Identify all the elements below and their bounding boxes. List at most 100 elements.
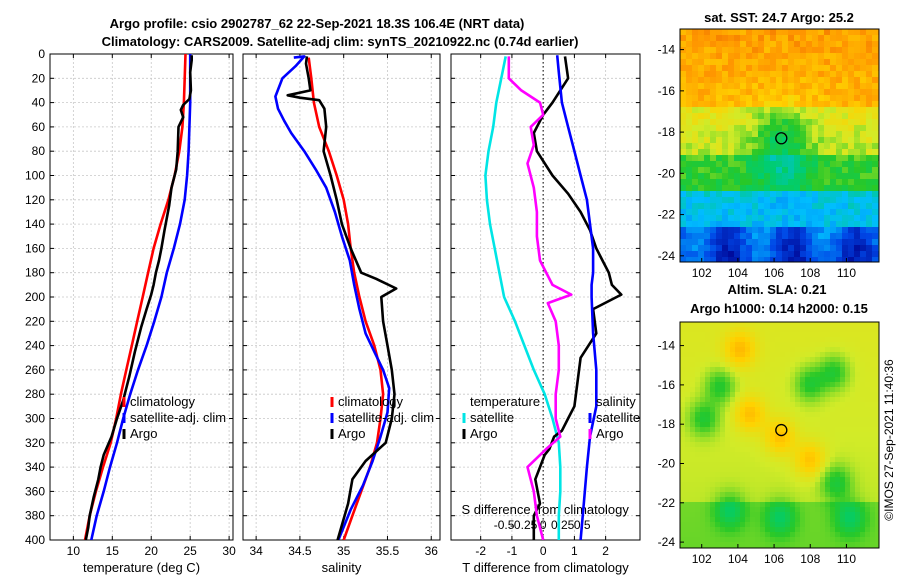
sla-map-cell <box>735 342 741 348</box>
sla-map-cell <box>850 502 856 508</box>
sla-map-cell <box>825 382 831 388</box>
sst-map-cell <box>704 257 711 263</box>
sla-map-cell <box>690 512 696 518</box>
sst-map-cell <box>752 47 759 54</box>
sst-map-cell <box>830 161 837 168</box>
sst-map-cell <box>782 239 789 246</box>
sst-map-cell <box>854 251 861 258</box>
sla-map-cell <box>710 372 716 378</box>
sla-map-cell <box>855 422 861 428</box>
sla-map-cell <box>825 512 831 518</box>
sla-map-cell <box>865 537 871 543</box>
sla-map-cell <box>760 357 766 363</box>
sst-map-cell <box>824 83 831 90</box>
sla-map-cell <box>870 542 876 548</box>
sst-map-cell <box>788 173 795 180</box>
sst-map-cell <box>848 137 855 144</box>
sst-map-cell <box>734 89 741 96</box>
sst-map-cell <box>728 167 735 174</box>
sst-map-cell <box>764 257 771 263</box>
sst-map-cell <box>716 65 723 72</box>
sst-map-cell <box>806 29 813 36</box>
sst-map-cell <box>680 203 687 210</box>
sst-map-cell <box>848 251 855 258</box>
sla-map-cell <box>755 332 761 338</box>
sst-map-cell <box>740 95 747 102</box>
sst-map-cell <box>848 233 855 240</box>
sst-map-cell <box>722 101 729 108</box>
sla-map-cell <box>760 327 766 333</box>
sla-map-cell <box>710 402 716 408</box>
sla-map-cell <box>850 417 856 423</box>
sla-map-cell <box>690 432 696 438</box>
sla-map-cell <box>735 497 741 503</box>
sst-map-cell <box>680 29 687 36</box>
sst-map-cell <box>704 41 711 48</box>
sla-map-cell <box>700 422 706 428</box>
sla-map-cell <box>830 377 836 383</box>
sst-map-cell <box>764 197 771 204</box>
sla-map-cell <box>715 497 721 503</box>
sla-map-cell <box>815 512 821 518</box>
sla-map-cell <box>855 347 861 353</box>
sst-map-cell <box>734 65 741 72</box>
sst-map-cell <box>794 209 801 216</box>
sla-map-cell <box>715 462 721 468</box>
sst-map-cell <box>740 185 747 192</box>
sla-map-cell <box>715 477 721 483</box>
sla-map-cell <box>845 402 851 408</box>
sla-map-cell <box>710 502 716 508</box>
sla-map-cell <box>865 457 871 463</box>
sla-map-cell <box>860 442 866 448</box>
sst-map-cell <box>836 227 843 234</box>
sst-map-cell <box>836 149 843 156</box>
sst-map-cell <box>806 155 813 162</box>
sla-map-cell <box>745 487 751 493</box>
sla-map-cell <box>685 452 691 458</box>
sla-map-cell <box>870 342 876 348</box>
sst-map-cell <box>842 155 849 162</box>
salinity-xtick-label: 34.5 <box>288 544 312 558</box>
sla-map-cell <box>840 532 846 538</box>
sla-map-cell <box>870 457 876 463</box>
sla-map-cell <box>695 522 701 528</box>
sla-map-cell <box>830 362 836 368</box>
sla-map-cell <box>745 407 751 413</box>
sla-map-cell <box>765 537 771 543</box>
sst-map-cell <box>788 83 795 90</box>
sla-map-cell <box>750 517 756 523</box>
sst-map-cell <box>758 203 765 210</box>
sst-map-cell <box>860 203 867 210</box>
sst-map-cell <box>818 233 825 240</box>
temperature-ytick-label: 20 <box>32 71 46 85</box>
sst-map-cell <box>728 203 735 210</box>
sst-map-cell <box>806 197 813 204</box>
sla-map-cell <box>710 452 716 458</box>
sst-map-cell <box>686 233 693 240</box>
sst-map-cell <box>776 227 783 234</box>
sla-map-cell <box>680 497 686 503</box>
sla-map-cell <box>800 482 806 488</box>
sst-map-cell <box>734 41 741 48</box>
sst-map-cell <box>752 191 759 198</box>
sst-map-cell <box>854 215 861 222</box>
sla-map-cell <box>870 387 876 393</box>
sla-map-cell <box>785 352 791 358</box>
sst-map-cell <box>692 197 699 204</box>
sla-map-cell <box>805 462 811 468</box>
sla-map-cell <box>715 457 721 463</box>
sst-map-cell <box>872 257 879 263</box>
sla-map-cell <box>760 507 766 513</box>
sla-map-cell <box>700 442 706 448</box>
sla-map-cell <box>835 392 841 398</box>
sla-map-cell <box>695 442 701 448</box>
sla-map-cell <box>805 542 811 548</box>
sla-map-cell <box>790 477 796 483</box>
sla-map-cell <box>680 327 686 333</box>
sla-map-cell <box>845 482 851 488</box>
sst-map-cell <box>692 47 699 54</box>
sst-map-cell <box>734 155 741 162</box>
sla-map-cell <box>785 412 791 418</box>
sla-map-cell <box>810 432 816 438</box>
sla-map-cell <box>735 402 741 408</box>
